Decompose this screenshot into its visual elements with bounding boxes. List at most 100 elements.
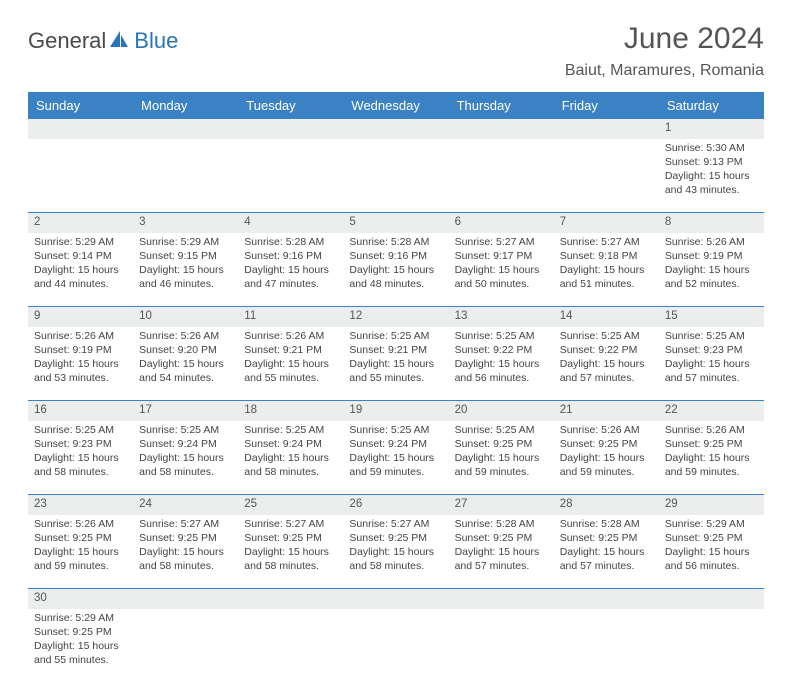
sunset-text: Sunset: 9:25 PM	[34, 625, 127, 639]
day-cell: Sunrise: 5:28 AMSunset: 9:25 PMDaylight:…	[554, 515, 659, 589]
day-number	[449, 119, 554, 139]
day-cell	[28, 139, 133, 213]
sunrise-text: Sunrise: 5:27 AM	[139, 517, 232, 531]
day-number: 17	[133, 401, 238, 421]
day-cell: Sunrise: 5:26 AMSunset: 9:25 PMDaylight:…	[659, 421, 764, 495]
sunrise-text: Sunrise: 5:28 AM	[349, 235, 442, 249]
day-cell: Sunrise: 5:25 AMSunset: 9:24 PMDaylight:…	[133, 421, 238, 495]
day-cell	[449, 139, 554, 213]
sunrise-text: Sunrise: 5:25 AM	[455, 423, 548, 437]
sunset-text: Sunset: 9:22 PM	[455, 343, 548, 357]
sunrise-text: Sunrise: 5:25 AM	[139, 423, 232, 437]
day-cell	[449, 609, 554, 683]
day-cell: Sunrise: 5:26 AMSunset: 9:19 PMDaylight:…	[659, 233, 764, 307]
location: Baiut, Maramures, Romania	[565, 62, 764, 80]
daylight-text: Daylight: 15 hours and 43 minutes.	[665, 169, 758, 197]
sunset-text: Sunset: 9:25 PM	[560, 437, 653, 451]
daylight-text: Daylight: 15 hours and 51 minutes.	[560, 263, 653, 291]
day-number: 24	[133, 495, 238, 515]
sunrise-text: Sunrise: 5:25 AM	[665, 329, 758, 343]
day-number: 15	[659, 307, 764, 327]
daylight-text: Daylight: 15 hours and 52 minutes.	[665, 263, 758, 291]
day-cell: Sunrise: 5:25 AMSunset: 9:22 PMDaylight:…	[449, 327, 554, 401]
daylight-text: Daylight: 15 hours and 59 minutes.	[34, 545, 127, 573]
day-cell: Sunrise: 5:28 AMSunset: 9:16 PMDaylight:…	[343, 233, 448, 307]
day-data-row: Sunrise: 5:30 AMSunset: 9:13 PMDaylight:…	[28, 139, 764, 213]
day-cell: Sunrise: 5:26 AMSunset: 9:21 PMDaylight:…	[238, 327, 343, 401]
day-cell: Sunrise: 5:29 AMSunset: 9:25 PMDaylight:…	[659, 515, 764, 589]
day-cell: Sunrise: 5:29 AMSunset: 9:14 PMDaylight:…	[28, 233, 133, 307]
daylight-text: Daylight: 15 hours and 57 minutes.	[665, 357, 758, 385]
day-number: 30	[28, 589, 133, 609]
day-number: 2	[28, 213, 133, 233]
day-number: 22	[659, 401, 764, 421]
day-cell: Sunrise: 5:26 AMSunset: 9:19 PMDaylight:…	[28, 327, 133, 401]
day-cell: Sunrise: 5:25 AMSunset: 9:23 PMDaylight:…	[659, 327, 764, 401]
daylight-text: Daylight: 15 hours and 50 minutes.	[455, 263, 548, 291]
day-cell: Sunrise: 5:29 AMSunset: 9:15 PMDaylight:…	[133, 233, 238, 307]
weekday-header: Thursday	[449, 92, 554, 119]
day-number: 5	[343, 213, 448, 233]
daylight-text: Daylight: 15 hours and 58 minutes.	[244, 545, 337, 573]
sunset-text: Sunset: 9:25 PM	[560, 531, 653, 545]
day-cell: Sunrise: 5:25 AMSunset: 9:24 PMDaylight:…	[238, 421, 343, 495]
day-number: 27	[449, 495, 554, 515]
day-number	[238, 119, 343, 139]
day-number: 8	[659, 213, 764, 233]
sunset-text: Sunset: 9:25 PM	[455, 437, 548, 451]
day-number: 11	[238, 307, 343, 327]
day-cell: Sunrise: 5:26 AMSunset: 9:25 PMDaylight:…	[554, 421, 659, 495]
day-number	[343, 119, 448, 139]
daylight-text: Daylight: 15 hours and 55 minutes.	[244, 357, 337, 385]
sunrise-text: Sunrise: 5:26 AM	[34, 329, 127, 343]
sunset-text: Sunset: 9:15 PM	[139, 249, 232, 263]
day-number: 3	[133, 213, 238, 233]
sunset-text: Sunset: 9:18 PM	[560, 249, 653, 263]
daynum-row: 16171819202122	[28, 401, 764, 421]
day-cell: Sunrise: 5:29 AMSunset: 9:25 PMDaylight:…	[28, 609, 133, 683]
day-number: 10	[133, 307, 238, 327]
sunset-text: Sunset: 9:16 PM	[244, 249, 337, 263]
title-block: June 2024 Baiut, Maramures, Romania	[565, 22, 764, 80]
daylight-text: Daylight: 15 hours and 55 minutes.	[34, 639, 127, 667]
sunrise-text: Sunrise: 5:27 AM	[455, 235, 548, 249]
day-number	[554, 589, 659, 609]
day-number	[554, 119, 659, 139]
sunrise-text: Sunrise: 5:27 AM	[560, 235, 653, 249]
sunrise-text: Sunrise: 5:28 AM	[560, 517, 653, 531]
sunrise-text: Sunrise: 5:29 AM	[665, 517, 758, 531]
sunset-text: Sunset: 9:20 PM	[139, 343, 232, 357]
day-number: 16	[28, 401, 133, 421]
daylight-text: Daylight: 15 hours and 59 minutes.	[560, 451, 653, 479]
sunset-text: Sunset: 9:25 PM	[139, 531, 232, 545]
sunset-text: Sunset: 9:25 PM	[34, 531, 127, 545]
day-cell	[343, 609, 448, 683]
day-number	[238, 589, 343, 609]
sunrise-text: Sunrise: 5:25 AM	[455, 329, 548, 343]
logo-text-general: General	[28, 28, 106, 54]
day-number	[28, 119, 133, 139]
sail-icon	[108, 29, 130, 54]
daylight-text: Daylight: 15 hours and 58 minutes.	[139, 545, 232, 573]
daynum-row: 23242526272829	[28, 495, 764, 515]
sunset-text: Sunset: 9:25 PM	[665, 531, 758, 545]
day-data-row: Sunrise: 5:26 AMSunset: 9:19 PMDaylight:…	[28, 327, 764, 401]
sunrise-text: Sunrise: 5:28 AM	[455, 517, 548, 531]
day-cell: Sunrise: 5:27 AMSunset: 9:18 PMDaylight:…	[554, 233, 659, 307]
day-cell: Sunrise: 5:26 AMSunset: 9:20 PMDaylight:…	[133, 327, 238, 401]
daylight-text: Daylight: 15 hours and 59 minutes.	[349, 451, 442, 479]
sunset-text: Sunset: 9:23 PM	[34, 437, 127, 451]
day-number: 9	[28, 307, 133, 327]
day-number: 28	[554, 495, 659, 515]
sunset-text: Sunset: 9:24 PM	[244, 437, 337, 451]
weekday-header-row: Sunday Monday Tuesday Wednesday Thursday…	[28, 92, 764, 119]
weekday-header: Friday	[554, 92, 659, 119]
day-data-row: Sunrise: 5:29 AMSunset: 9:25 PMDaylight:…	[28, 609, 764, 683]
day-cell: Sunrise: 5:27 AMSunset: 9:25 PMDaylight:…	[238, 515, 343, 589]
sunrise-text: Sunrise: 5:26 AM	[560, 423, 653, 437]
day-cell: Sunrise: 5:27 AMSunset: 9:17 PMDaylight:…	[449, 233, 554, 307]
day-data-row: Sunrise: 5:25 AM Sunset: 9:23 PM Daylight:…	[28, 421, 764, 495]
weekday-header: Wednesday	[343, 92, 448, 119]
day-number: 4	[238, 213, 343, 233]
sunset-text: Sunset: 9:22 PM	[560, 343, 653, 357]
